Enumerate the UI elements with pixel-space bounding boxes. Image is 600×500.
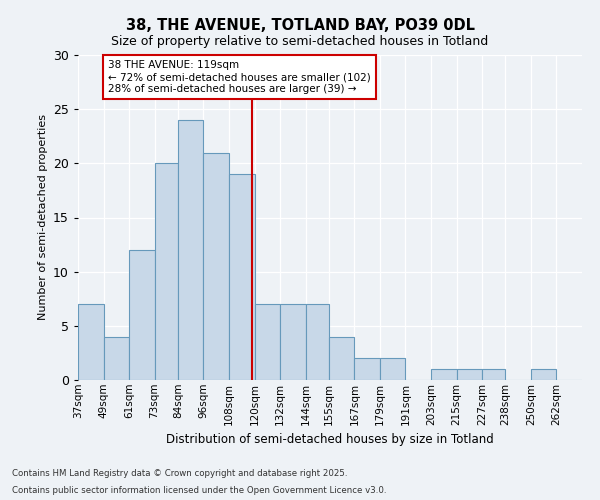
Bar <box>457 369 482 380</box>
Bar <box>380 358 406 380</box>
Text: 38, THE AVENUE, TOTLAND BAY, PO39 0DL: 38, THE AVENUE, TOTLAND BAY, PO39 0DL <box>125 18 475 32</box>
Bar <box>254 304 280 380</box>
Text: Contains public sector information licensed under the Open Government Licence v3: Contains public sector information licen… <box>12 486 386 495</box>
Y-axis label: Number of semi-detached properties: Number of semi-detached properties <box>38 114 47 320</box>
Bar <box>104 336 129 380</box>
Bar <box>155 164 178 380</box>
Text: 38 THE AVENUE: 119sqm
← 72% of semi-detached houses are smaller (102)
28% of sem: 38 THE AVENUE: 119sqm ← 72% of semi-deta… <box>108 60 371 94</box>
Bar <box>78 304 104 380</box>
Bar <box>305 304 329 380</box>
Bar <box>431 369 457 380</box>
Bar <box>531 369 556 380</box>
Bar <box>280 304 305 380</box>
Bar <box>355 358 380 380</box>
Bar <box>129 250 155 380</box>
Bar <box>329 336 355 380</box>
Bar <box>203 152 229 380</box>
Bar <box>178 120 203 380</box>
Text: Contains HM Land Registry data © Crown copyright and database right 2025.: Contains HM Land Registry data © Crown c… <box>12 468 347 477</box>
Bar <box>229 174 254 380</box>
X-axis label: Distribution of semi-detached houses by size in Totland: Distribution of semi-detached houses by … <box>166 433 494 446</box>
Bar <box>482 369 505 380</box>
Text: Size of property relative to semi-detached houses in Totland: Size of property relative to semi-detach… <box>112 35 488 48</box>
